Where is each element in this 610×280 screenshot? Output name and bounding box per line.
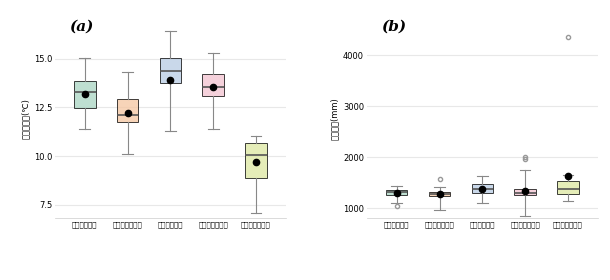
Text: (b): (b) bbox=[381, 20, 406, 34]
PathPatch shape bbox=[514, 189, 536, 195]
PathPatch shape bbox=[203, 74, 224, 95]
PathPatch shape bbox=[74, 81, 96, 108]
PathPatch shape bbox=[386, 190, 407, 195]
PathPatch shape bbox=[429, 192, 450, 196]
Y-axis label: 연강수량(mm): 연강수량(mm) bbox=[330, 98, 339, 140]
Y-axis label: 연평균기온(℃): 연평균기온(℃) bbox=[21, 99, 29, 139]
PathPatch shape bbox=[557, 181, 578, 194]
PathPatch shape bbox=[160, 58, 181, 83]
Text: (a): (a) bbox=[69, 20, 93, 34]
PathPatch shape bbox=[117, 99, 138, 122]
PathPatch shape bbox=[245, 143, 267, 178]
PathPatch shape bbox=[472, 184, 493, 193]
